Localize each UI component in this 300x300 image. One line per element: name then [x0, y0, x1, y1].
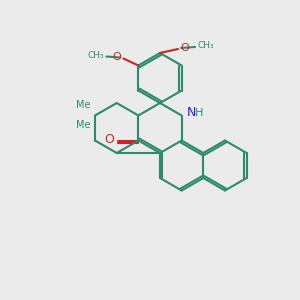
Text: O: O [104, 133, 114, 146]
Text: O: O [112, 52, 121, 62]
Text: O: O [180, 43, 189, 53]
Text: H: H [195, 107, 203, 118]
Text: CH₃: CH₃ [197, 41, 214, 50]
Text: Me: Me [76, 100, 90, 110]
Text: Me: Me [76, 119, 90, 130]
Text: CH₃: CH₃ [88, 51, 104, 60]
Text: N: N [187, 106, 196, 119]
